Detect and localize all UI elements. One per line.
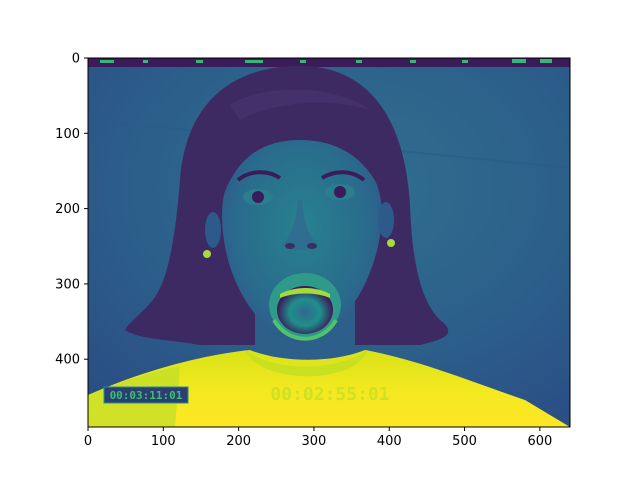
shirt-collar xyxy=(245,350,368,377)
right-pupil xyxy=(334,186,346,198)
x-tick-label: 600 xyxy=(527,434,552,449)
shirt xyxy=(88,350,570,427)
lower-lip xyxy=(272,318,338,341)
right-nostril xyxy=(307,243,317,249)
x-tick-label: 300 xyxy=(302,434,327,449)
left-nostril xyxy=(285,243,295,249)
axes-frame xyxy=(87,57,571,428)
nose xyxy=(282,200,318,251)
y-tick-label: 300 xyxy=(55,277,80,292)
right-eyebrow xyxy=(320,170,366,182)
left-eyebrow xyxy=(236,170,282,182)
mouth-inner xyxy=(277,286,333,334)
x-axis: 0 100 200 300 400 500 600 xyxy=(84,427,552,449)
hair-fringe xyxy=(222,118,384,200)
y-tick-label: 400 xyxy=(55,353,80,368)
y-tick-label: 0 xyxy=(72,52,80,67)
right-ear xyxy=(378,202,394,238)
hair-highlight xyxy=(230,89,370,120)
x-tick-label: 0 xyxy=(84,434,92,449)
scanline-noise xyxy=(100,59,552,63)
left-earring xyxy=(203,250,211,258)
y-tick-label: 200 xyxy=(55,202,80,217)
right-earring xyxy=(387,239,395,247)
top-scanline-strip xyxy=(88,58,570,67)
image-canvas: 00:03:11:01 00:02:55:01 xyxy=(88,58,570,427)
timecode-box: 00:03:11:01 xyxy=(103,386,189,404)
x-tick-label: 500 xyxy=(452,434,477,449)
x-tick-label: 200 xyxy=(226,434,251,449)
left-ear xyxy=(205,212,221,248)
upper-teeth xyxy=(280,288,330,298)
y-axis: 0 100 200 300 400 xyxy=(55,52,88,368)
timecode-ghost-text: 00:02:55:01 xyxy=(270,384,389,405)
left-pupil xyxy=(252,191,264,203)
timecode-box-text: 00:03:11:01 xyxy=(110,389,183,402)
x-tick-label: 100 xyxy=(151,434,176,449)
y-tick-label: 100 xyxy=(55,127,80,142)
x-tick-label: 400 xyxy=(377,434,402,449)
